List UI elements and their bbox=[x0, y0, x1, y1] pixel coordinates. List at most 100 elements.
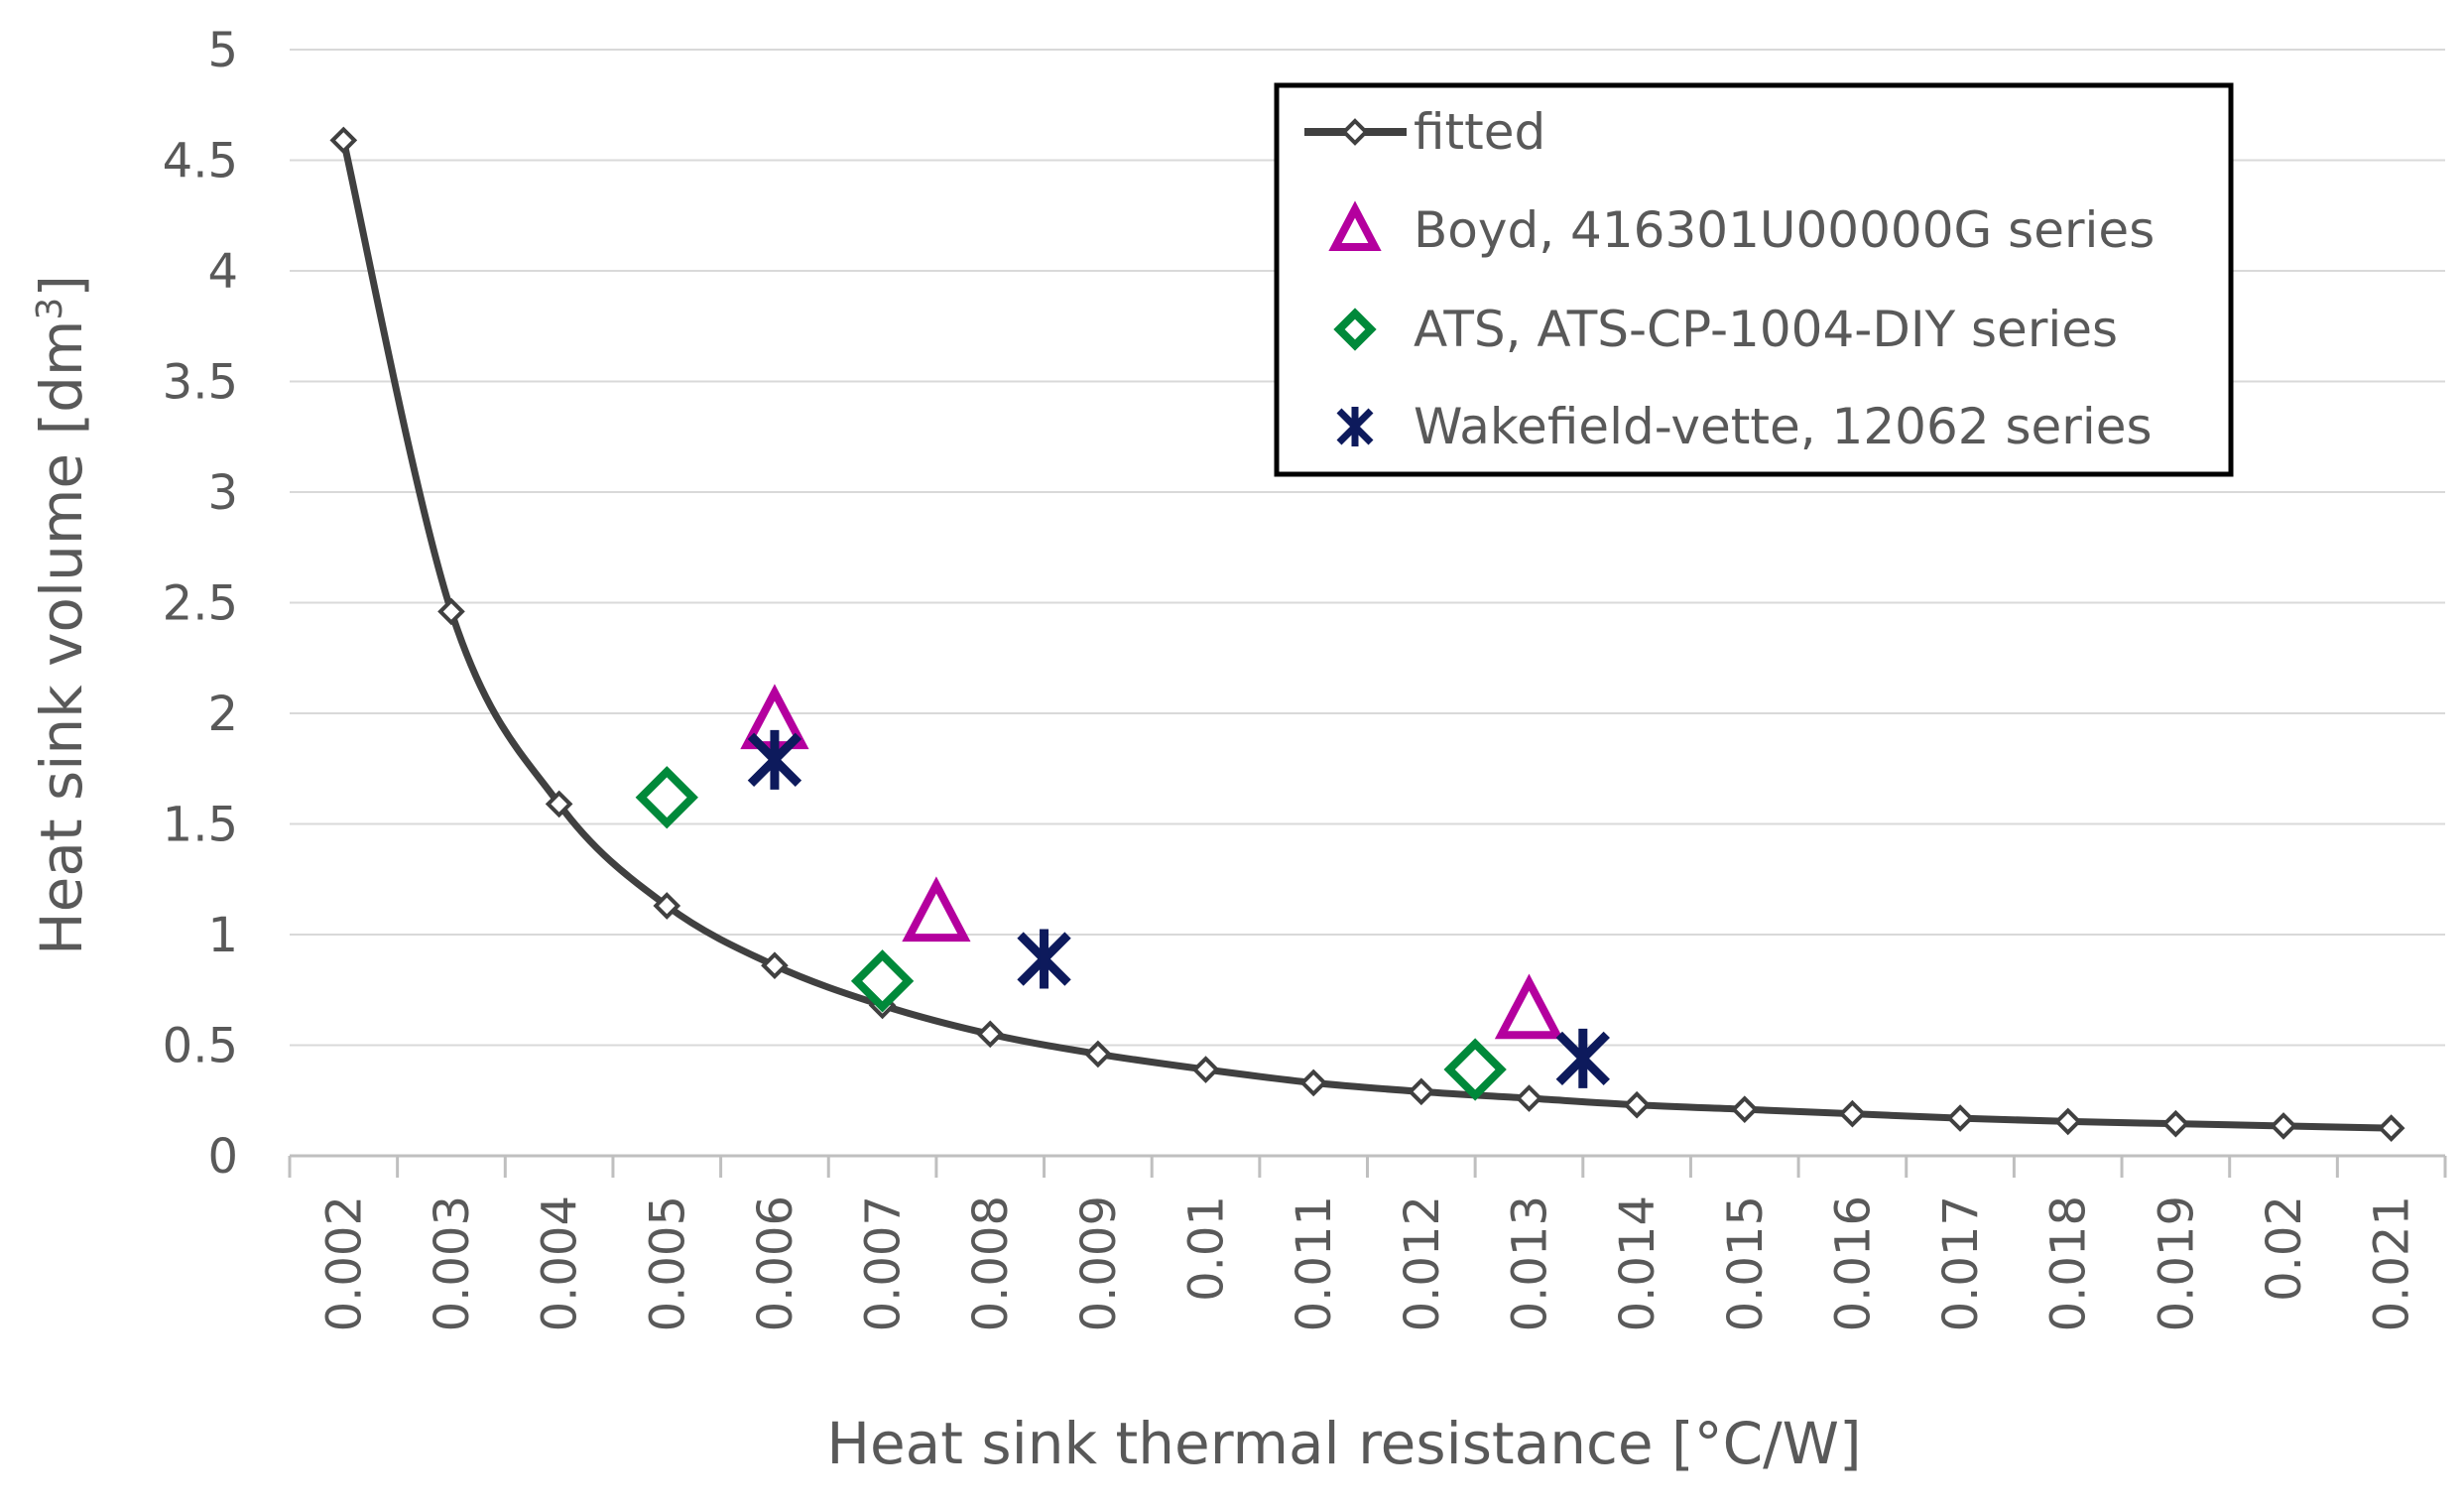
y-tick-label: 3.5 bbox=[163, 355, 238, 411]
marker-diamond bbox=[976, 1020, 1005, 1049]
x-tick-label: 0.008 bbox=[963, 1195, 1019, 1331]
y-axis-title-close: ] bbox=[28, 275, 95, 298]
marker-triangle bbox=[1328, 200, 1382, 251]
marker-diamond bbox=[2377, 1114, 2405, 1142]
data-point bbox=[2377, 1114, 2405, 1142]
data-point bbox=[1084, 1040, 1112, 1068]
data-point bbox=[1730, 1095, 1759, 1123]
marker-diamond bbox=[329, 126, 358, 155]
marker-diamond bbox=[1443, 1038, 1507, 1101]
x-tick-label: 0.005 bbox=[640, 1195, 695, 1331]
x-tick-label: 0.011 bbox=[1287, 1195, 1342, 1331]
marker-diamond bbox=[2270, 1112, 2297, 1140]
legend-label: fitted bbox=[1414, 103, 1545, 161]
legend-item: fitted bbox=[1304, 103, 1545, 161]
x-tick-label: 0.002 bbox=[316, 1195, 372, 1331]
data-point bbox=[1299, 1068, 1328, 1097]
y-tick-labels: 0 0.5 1 1.5 2 2.5 3 3.5 4 4.5 5 bbox=[163, 23, 238, 1185]
y-tick-label: 4.5 bbox=[163, 134, 238, 189]
x-tick-label: 0.01 bbox=[1179, 1195, 1235, 1302]
series-points bbox=[635, 684, 1610, 1101]
y-axis-title: Heat sink volume [dm3] bbox=[28, 275, 95, 955]
marker-diamond bbox=[761, 951, 789, 980]
legend-item: ATS, ATS-CP-1004-DIY series bbox=[1333, 301, 2118, 358]
marker-diamond bbox=[437, 597, 465, 626]
x-tick-label: 0.006 bbox=[748, 1195, 803, 1331]
marker-diamond bbox=[1515, 1084, 1543, 1112]
legend-item: Wakefield-vette, 12062 series bbox=[1336, 398, 2153, 455]
data-point bbox=[902, 876, 971, 942]
y-tick-label: 0 bbox=[207, 1129, 238, 1185]
legend-label: ATS, ATS-CP-1004-DIY series bbox=[1414, 301, 2118, 358]
data-point bbox=[437, 597, 465, 626]
data-point bbox=[1555, 1028, 1610, 1088]
data-point bbox=[1017, 929, 1071, 989]
legend: fitted Boyd, 416301U00000G series ATS, ATS… bbox=[1274, 82, 2234, 477]
data-point bbox=[1838, 1099, 1867, 1128]
x-tick-label: 0.019 bbox=[2149, 1195, 2204, 1331]
x-tick-label: 0.014 bbox=[1610, 1195, 1665, 1331]
data-point bbox=[1336, 407, 1374, 446]
data-point bbox=[1407, 1077, 1435, 1106]
data-point bbox=[653, 892, 681, 920]
y-tick-label: 2 bbox=[207, 687, 238, 742]
data-point bbox=[2270, 1112, 2297, 1140]
data-point bbox=[1341, 118, 1369, 146]
x-tick-label: 0.004 bbox=[533, 1195, 588, 1331]
marker-diamond bbox=[1407, 1077, 1435, 1106]
x-tick-label: 0.015 bbox=[1718, 1195, 1774, 1331]
data-point bbox=[2053, 1107, 2082, 1136]
x-tick-labels: 0.002 0.003 0.004 0.005 0.006 0.007 0.008 0.009… bbox=[316, 1195, 2419, 1331]
x-tick-label: 0.009 bbox=[1071, 1195, 1127, 1331]
marker-diamond bbox=[1730, 1095, 1759, 1123]
y-axis-title-superscript: 3 bbox=[30, 298, 70, 320]
x-tick-label: 0.013 bbox=[1502, 1195, 1557, 1331]
y-tick-label: 1 bbox=[207, 908, 238, 963]
marker-diamond bbox=[2161, 1109, 2190, 1138]
data-point bbox=[747, 729, 802, 790]
y-axis-title-main: Heat sink volume [dm bbox=[28, 320, 95, 955]
marker-diamond bbox=[1623, 1090, 1651, 1119]
marker-diamond bbox=[1946, 1104, 1974, 1132]
legend-item: Boyd, 416301U00000G series bbox=[1328, 200, 2155, 259]
marker-diamond bbox=[850, 949, 915, 1013]
data-point bbox=[761, 951, 789, 980]
y-tick-label: 4 bbox=[207, 244, 238, 300]
data-point bbox=[1623, 1090, 1651, 1119]
marker-diamond bbox=[545, 790, 573, 818]
marker-diamond bbox=[1299, 1068, 1328, 1097]
data-point bbox=[1333, 308, 1377, 351]
x-tick-label: 0.016 bbox=[1825, 1195, 1881, 1331]
legend-box bbox=[1274, 82, 2234, 477]
data-point bbox=[850, 949, 915, 1013]
x-tick-label: 0.017 bbox=[1933, 1195, 1989, 1331]
marker-diamond bbox=[1084, 1040, 1112, 1068]
legend-label: Boyd, 416301U00000G series bbox=[1414, 201, 2155, 259]
data-point bbox=[2161, 1109, 2190, 1138]
marker-diamond bbox=[1341, 118, 1369, 146]
data-point bbox=[1946, 1104, 1974, 1132]
data-point bbox=[976, 1020, 1005, 1049]
x-tick-label: 0.012 bbox=[1395, 1195, 1450, 1331]
marker-diamond bbox=[653, 892, 681, 920]
y-tick-label: 2.5 bbox=[163, 576, 238, 632]
marker-diamond bbox=[2053, 1107, 2082, 1136]
data-point bbox=[329, 126, 358, 155]
x-tick-label: 0.018 bbox=[2041, 1195, 2097, 1331]
data-point bbox=[1515, 1084, 1543, 1112]
y-tick-label: 1.5 bbox=[163, 798, 238, 853]
marker-diamond bbox=[1191, 1056, 1220, 1083]
y-tick-label: 3 bbox=[207, 465, 238, 521]
x-tick-label: 0.003 bbox=[425, 1195, 480, 1331]
marker-diamond bbox=[1838, 1099, 1867, 1128]
marker-diamond bbox=[635, 766, 698, 829]
legend-label: Wakefield-vette, 12062 series bbox=[1414, 398, 2153, 455]
data-point bbox=[635, 766, 698, 829]
data-point bbox=[1328, 200, 1382, 251]
y-tick-label: 5 bbox=[207, 23, 238, 78]
x-tick-label: 0.021 bbox=[2365, 1195, 2420, 1331]
marker-triangle bbox=[902, 876, 971, 942]
data-point bbox=[545, 790, 573, 818]
data-point bbox=[1443, 1038, 1507, 1101]
data-point bbox=[1494, 973, 1564, 1040]
